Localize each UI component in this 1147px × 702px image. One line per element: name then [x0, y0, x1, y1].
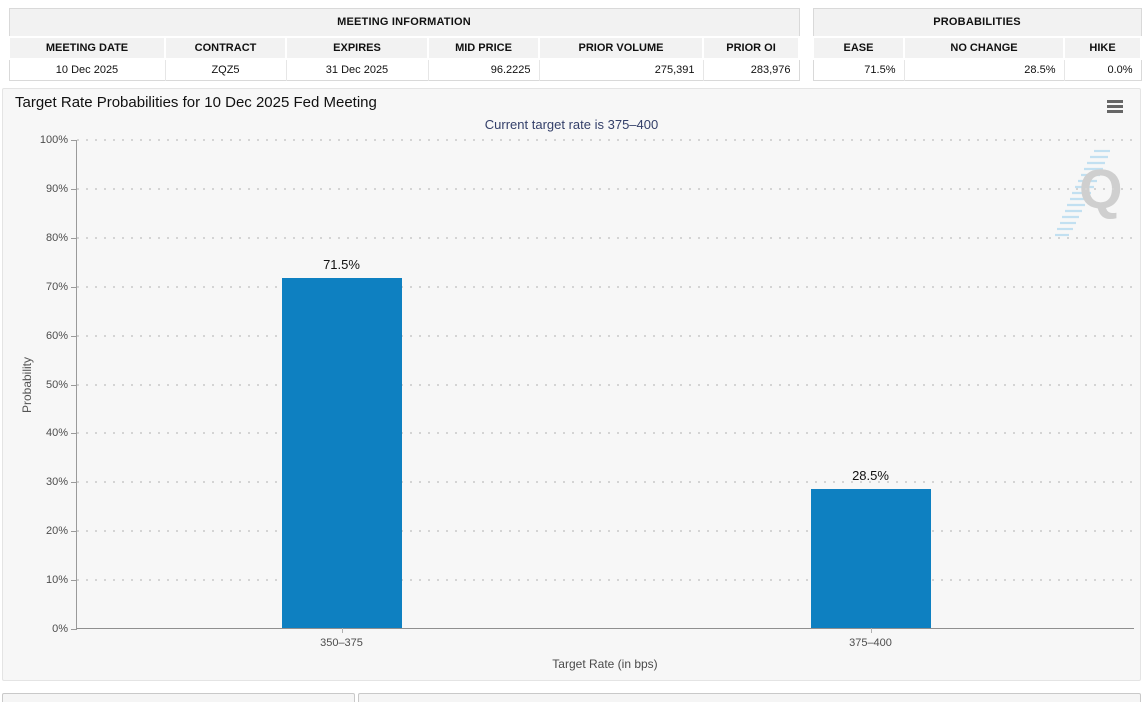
bar-value-label: 71.5%	[323, 257, 360, 273]
y-tick-label: 40%	[45, 427, 68, 440]
chart-title: Target Rate Probabilities for 10 Dec 202…	[15, 94, 377, 111]
x-category-label: 350–375	[320, 637, 363, 649]
chart-context-menu-button[interactable]	[1103, 96, 1127, 116]
probabilities-title: PROBABILITIES	[813, 8, 1142, 37]
y-tick-label: 0%	[52, 623, 68, 635]
x-category-label: 375–400	[849, 637, 892, 649]
ease-value: 71.5%	[813, 58, 904, 81]
x-axis-tick	[341, 628, 343, 633]
col-hike: HIKE	[1062, 35, 1143, 60]
meeting-information-title: MEETING INFORMATION	[9, 8, 800, 37]
col-expires: EXPIRES	[285, 35, 429, 60]
x-axis-tick	[870, 628, 872, 633]
bar-375–400[interactable]	[810, 488, 931, 628]
y-tick-label: 30%	[45, 476, 68, 489]
y-gridline	[77, 432, 1134, 435]
hamburger-menu-icon	[1107, 99, 1123, 103]
col-meeting-date: MEETING DATE	[8, 35, 166, 60]
bar-value-label: 28.5%	[852, 467, 889, 483]
y-axis-tick	[71, 237, 77, 239]
y-gridline	[77, 285, 1134, 288]
col-mid-price: MID PRICE	[427, 35, 540, 60]
y-gridline	[77, 334, 1134, 337]
bottom-left-panel	[2, 693, 355, 702]
y-tick-label: 80%	[45, 231, 68, 244]
y-axis-tick	[71, 188, 77, 190]
y-gridline	[77, 383, 1134, 386]
y-axis-tick	[71, 335, 77, 337]
target-rate-chart-panel: Target Rate Probabilities for 10 Dec 202…	[2, 88, 1141, 681]
y-gridline	[77, 579, 1134, 582]
plot-area: 0% 10% 20% 30% 40% 50% 60% 70% 80% 90% 100% 71.5% 35…	[40, 134, 1134, 649]
table-row: 71.5% 28.5% 0.0%	[813, 58, 1142, 81]
col-ease: EASE	[812, 35, 905, 60]
x-axis-title: Target Rate (in bps)	[552, 657, 658, 671]
meeting-information-table: MEETING INFORMATION MEETING DATE CONTRAC…	[8, 8, 801, 81]
y-axis-tick	[71, 531, 77, 533]
prior-oi-value: 283,976	[702, 58, 800, 81]
prior-volume-value: 275,391	[538, 58, 703, 81]
col-prior-volume: PRIOR VOLUME	[538, 35, 704, 60]
probabilities-table: PROBABILITIES EASE NO CHANGE HIKE 71.5% …	[812, 8, 1143, 81]
y-tick-label: 20%	[45, 525, 68, 538]
y-gridline	[77, 530, 1134, 533]
y-axis-tick	[71, 140, 77, 141]
y-gridline	[77, 139, 1134, 141]
y-tick-label: 90%	[45, 182, 68, 195]
y-gridline	[77, 187, 1134, 190]
y-axis-tick	[71, 580, 77, 582]
hike-value: 0.0%	[1063, 58, 1142, 81]
y-gridline	[77, 236, 1134, 239]
col-no-change: NO CHANGE	[903, 35, 1065, 60]
y-axis-tick	[71, 286, 77, 288]
bottom-right-panel	[358, 693, 1141, 702]
table-row: 10 Dec 2025 ZQZ5 31 Dec 2025 96.2225 275…	[9, 58, 800, 81]
col-prior-oi: PRIOR OI	[701, 35, 801, 60]
no-change-value: 28.5%	[903, 58, 1064, 81]
expires-value: 31 Dec 2025	[285, 58, 428, 81]
y-axis-title: Probability	[20, 356, 34, 414]
y-axis-tick	[71, 433, 77, 435]
hamburger-menu-icon	[1107, 104, 1123, 108]
y-tick-label: 50%	[45, 378, 68, 391]
y-axis-tick	[71, 629, 77, 630]
mid-price-value: 96.2225	[427, 58, 539, 81]
col-contract: CONTRACT	[164, 35, 287, 60]
y-tick-label: 70%	[45, 280, 68, 293]
y-tick-label: 60%	[45, 329, 68, 342]
y-axis-tick	[71, 384, 77, 386]
y-tick-label: 100%	[39, 134, 68, 146]
bar-350–375[interactable]	[281, 278, 402, 628]
y-axis-tick	[71, 482, 77, 484]
chart-subtitle: Current target rate is 375–400	[484, 117, 659, 132]
y-gridline	[77, 481, 1134, 484]
meeting-date-value: 10 Dec 2025	[9, 58, 165, 81]
contract-value: ZQZ5	[164, 58, 286, 81]
y-tick-label: 10%	[45, 574, 68, 587]
hamburger-menu-icon	[1107, 109, 1123, 113]
